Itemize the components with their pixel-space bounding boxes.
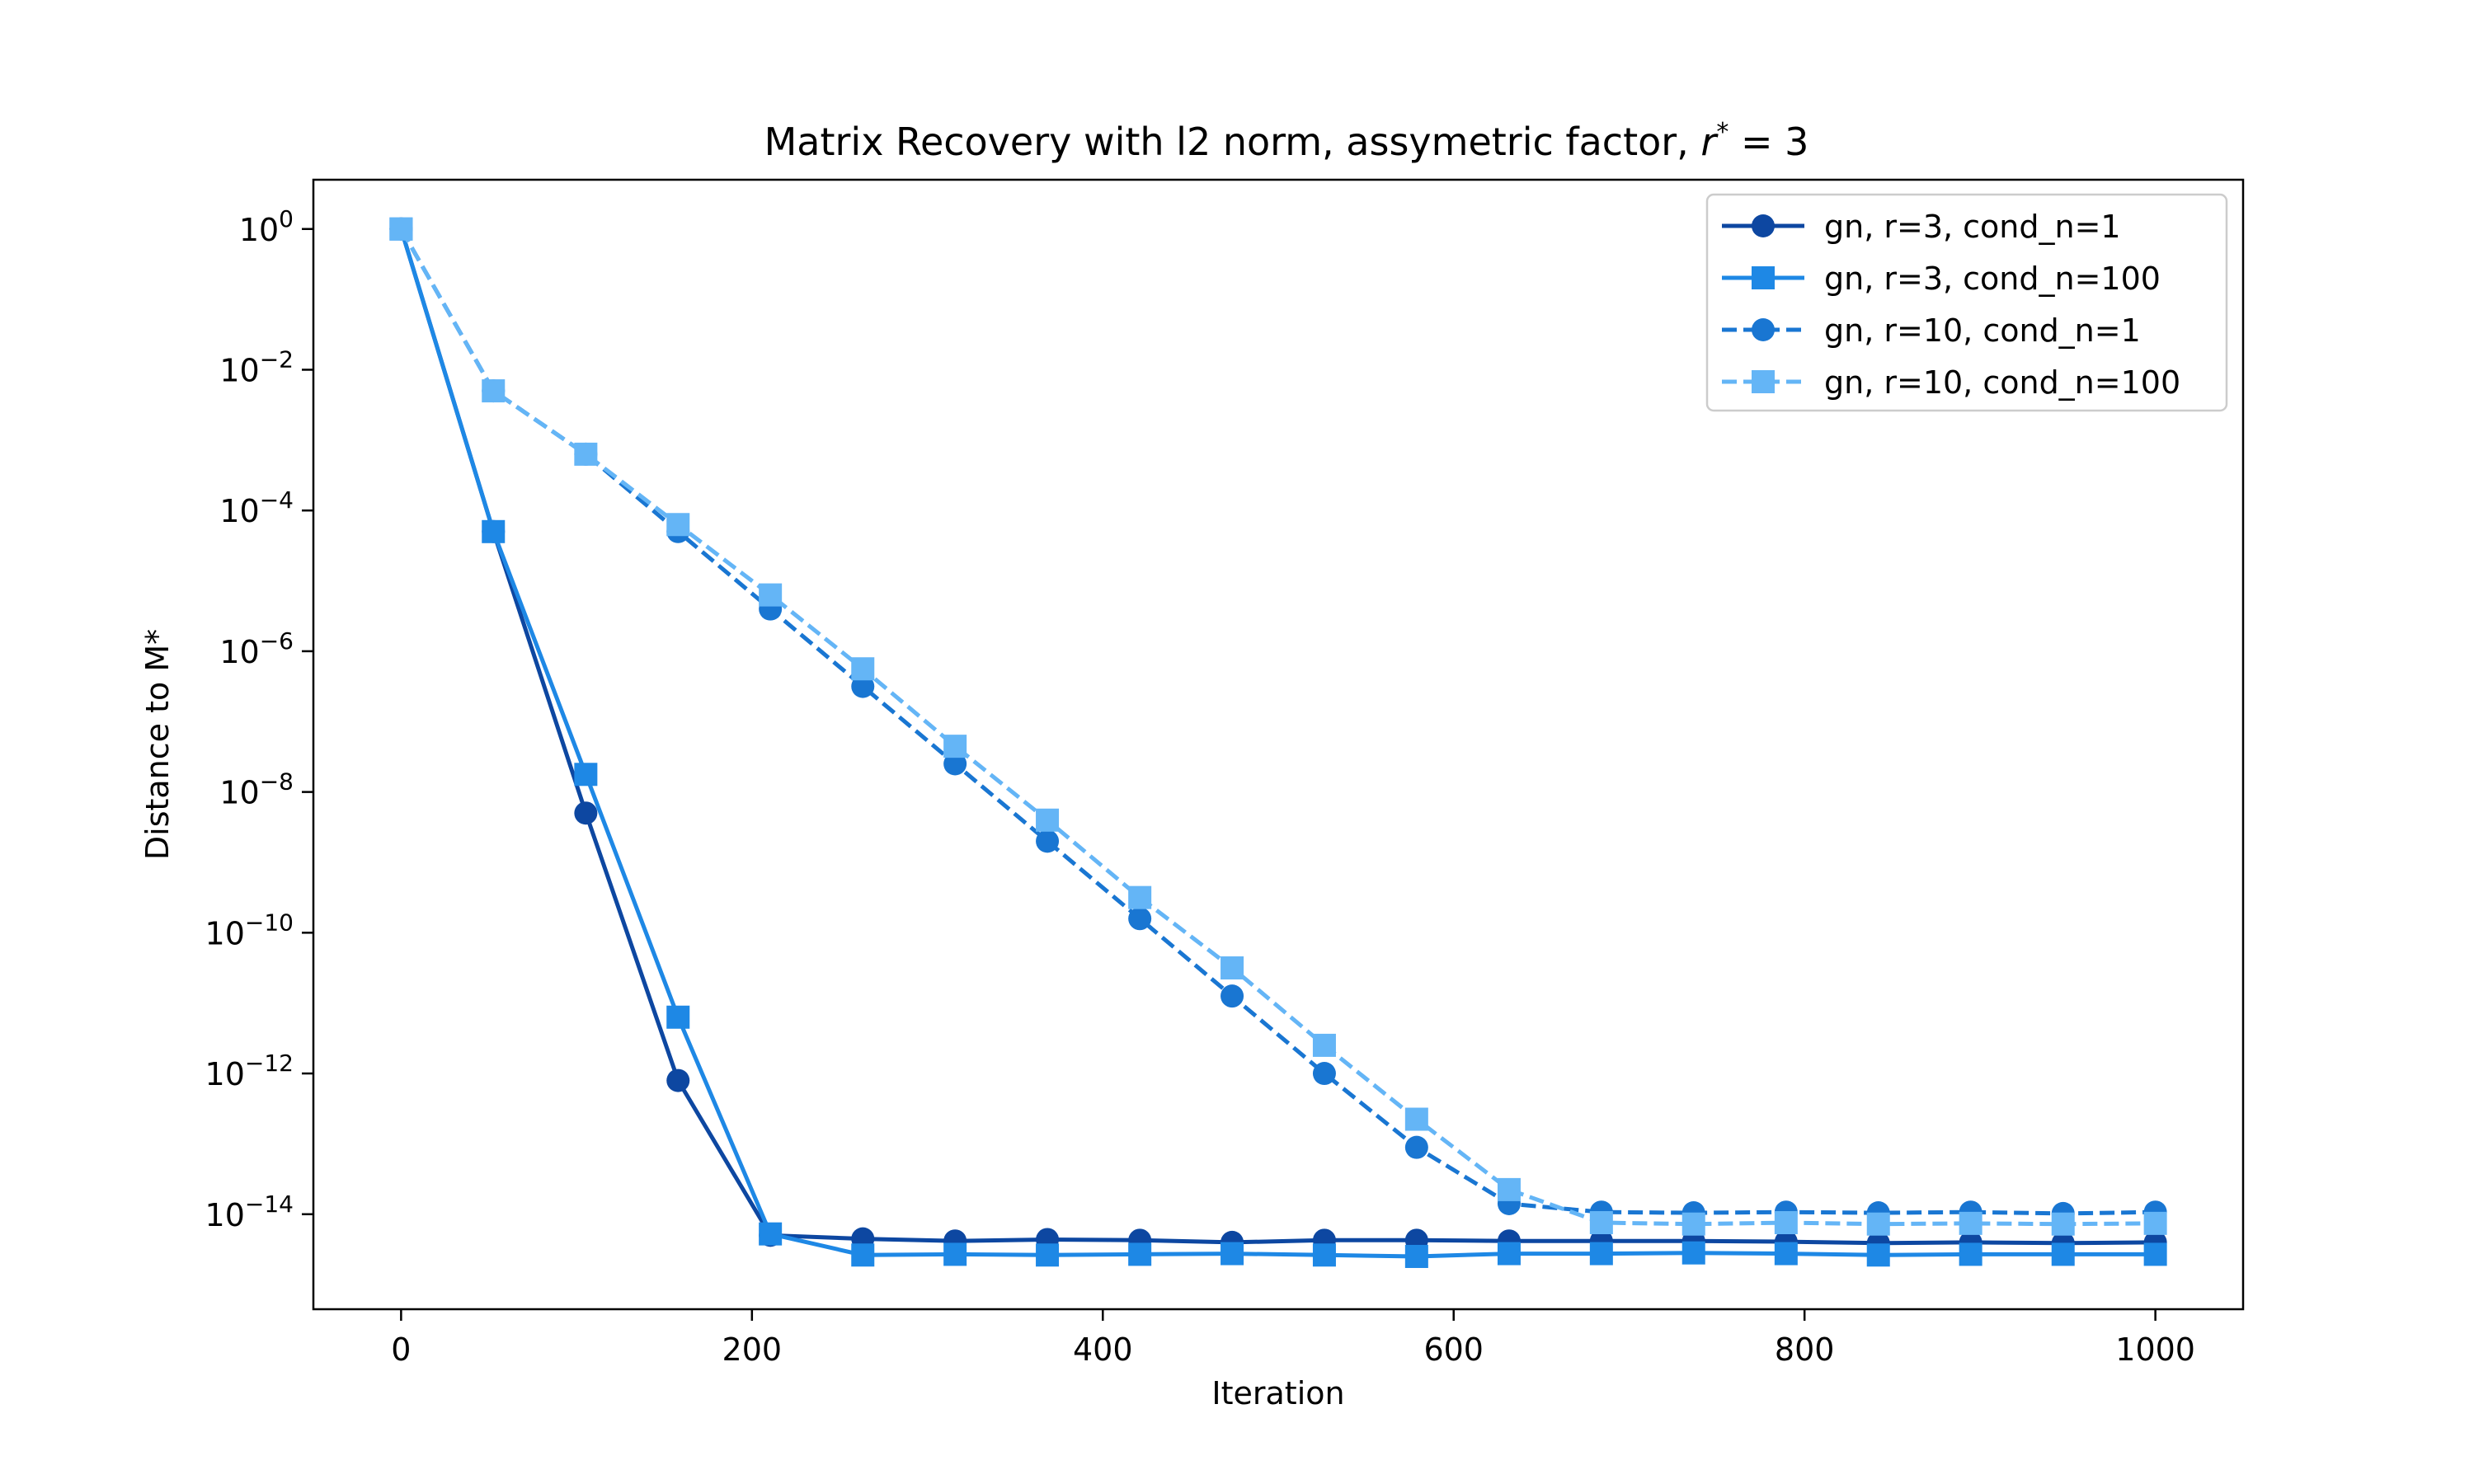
series-3-point <box>1128 907 1152 931</box>
series-3-point <box>943 752 967 776</box>
series-line-3 <box>399 228 2156 1216</box>
series-2-point <box>574 763 598 787</box>
series-4-point <box>1589 1211 1613 1235</box>
series-line-2 <box>399 228 2156 1259</box>
series-2-point <box>851 1243 875 1267</box>
series-2-point <box>1128 1242 1152 1266</box>
series-1-point <box>574 801 598 825</box>
series-4-point <box>482 379 506 403</box>
legend-marker <box>1752 318 1775 341</box>
series-4-point <box>1404 1107 1428 1131</box>
y-axis-label: Distance to M* <box>139 629 176 860</box>
chart-title-math-sup: * <box>1716 118 1729 147</box>
series-line-1 <box>399 228 2156 1246</box>
series-4-point <box>1959 1211 1982 1235</box>
plot-area <box>312 178 2245 1311</box>
y-tick-label: 10−6 <box>219 627 294 670</box>
legend-marker <box>1752 266 1775 289</box>
chart-title: Matrix Recovery with l2 norm, assymetric… <box>764 118 1809 164</box>
series-2-point <box>1312 1243 1336 1267</box>
series-4-point <box>1866 1212 1890 1236</box>
series-4-point <box>1497 1177 1521 1201</box>
y-axis-ticks: 100 10−2 10−4 10−6 10−8 10−10 10−12 10−14 <box>205 205 313 1233</box>
series-4-point <box>1681 1212 1705 1236</box>
legend-marker <box>1752 370 1775 393</box>
series-2-point <box>482 519 506 543</box>
x-tick-label: 600 <box>1423 1331 1484 1368</box>
series-2-point <box>2143 1242 2167 1266</box>
series-2-point <box>1404 1244 1428 1268</box>
y-tick-label: 10−14 <box>205 1190 294 1233</box>
series-4-point <box>1221 956 1244 980</box>
x-tick-label: 800 <box>1775 1331 1835 1368</box>
series-2-point <box>1036 1243 1060 1267</box>
series-2-point <box>1774 1242 1798 1266</box>
series-2-point <box>2051 1242 2075 1266</box>
series-2-point <box>1589 1242 1613 1266</box>
y-tick-label: 10−8 <box>219 768 294 811</box>
series-3-point <box>851 674 875 698</box>
series-4-point <box>666 513 690 537</box>
series-4-point <box>1774 1211 1798 1235</box>
series-2-point <box>1497 1242 1521 1266</box>
y-tick-label: 100 <box>239 205 294 248</box>
series-2-point <box>943 1242 967 1266</box>
x-tick-label: 400 <box>1073 1331 1133 1368</box>
series-3-point <box>1404 1135 1428 1159</box>
legend-frame <box>1705 193 2228 412</box>
series-3-point <box>1312 1062 1336 1086</box>
series-1-point <box>666 1068 690 1092</box>
y-tick-label: 10−2 <box>219 345 294 388</box>
series-4-point <box>2143 1211 2167 1235</box>
series-3-point <box>1036 829 1060 853</box>
series-4-point <box>389 217 413 241</box>
x-axis-ticks: 0 200 400 600 800 1000 <box>391 1309 2195 1368</box>
chart-title-math-var: r <box>1700 120 1719 164</box>
chart-title-math-rest: = 3 <box>1729 120 1808 164</box>
y-tick-label: 10−10 <box>205 909 294 951</box>
legend-label: gn, r=3, cond_n=100 <box>1824 261 2161 297</box>
series-4-point <box>574 442 598 466</box>
legend-label: gn, r=3, cond_n=1 <box>1824 209 2121 245</box>
x-tick-label: 1000 <box>2115 1331 2195 1368</box>
series-4-point <box>1128 885 1152 909</box>
series-2-point <box>1866 1243 1890 1267</box>
series-4-point <box>759 583 783 607</box>
series-line-4 <box>399 228 2156 1227</box>
legend-label: gn, r=10, cond_n=100 <box>1824 364 2180 401</box>
y-tick-label: 10−12 <box>205 1050 294 1092</box>
y-tick-label: 10−4 <box>219 486 294 529</box>
series-layer <box>389 217 2167 1268</box>
legend: gn, r=3, cond_n=1 gn, r=3, cond_n=100 gn, … <box>1705 193 2228 412</box>
x-tick-label: 0 <box>391 1331 411 1368</box>
series-2-point <box>759 1222 783 1246</box>
series-3-point <box>1221 984 1244 1008</box>
series-4-point <box>1036 808 1060 832</box>
series-2-point <box>1681 1241 1705 1265</box>
legend-label: gn, r=10, cond_n=1 <box>1824 312 2141 349</box>
series-4-point <box>943 735 967 758</box>
series-2-point <box>1959 1242 1982 1266</box>
chart-title-text: Matrix Recovery with l2 norm, assymetric… <box>764 120 1701 164</box>
series-2-point <box>1221 1242 1244 1266</box>
series-4-point <box>1312 1033 1336 1057</box>
series-4-point <box>851 657 875 681</box>
series-2-point <box>666 1005 690 1029</box>
x-tick-label: 200 <box>722 1331 783 1368</box>
x-axis-label: Iteration <box>1211 1375 1344 1411</box>
series-4-point <box>2051 1212 2075 1236</box>
legend-marker <box>1752 214 1775 237</box>
